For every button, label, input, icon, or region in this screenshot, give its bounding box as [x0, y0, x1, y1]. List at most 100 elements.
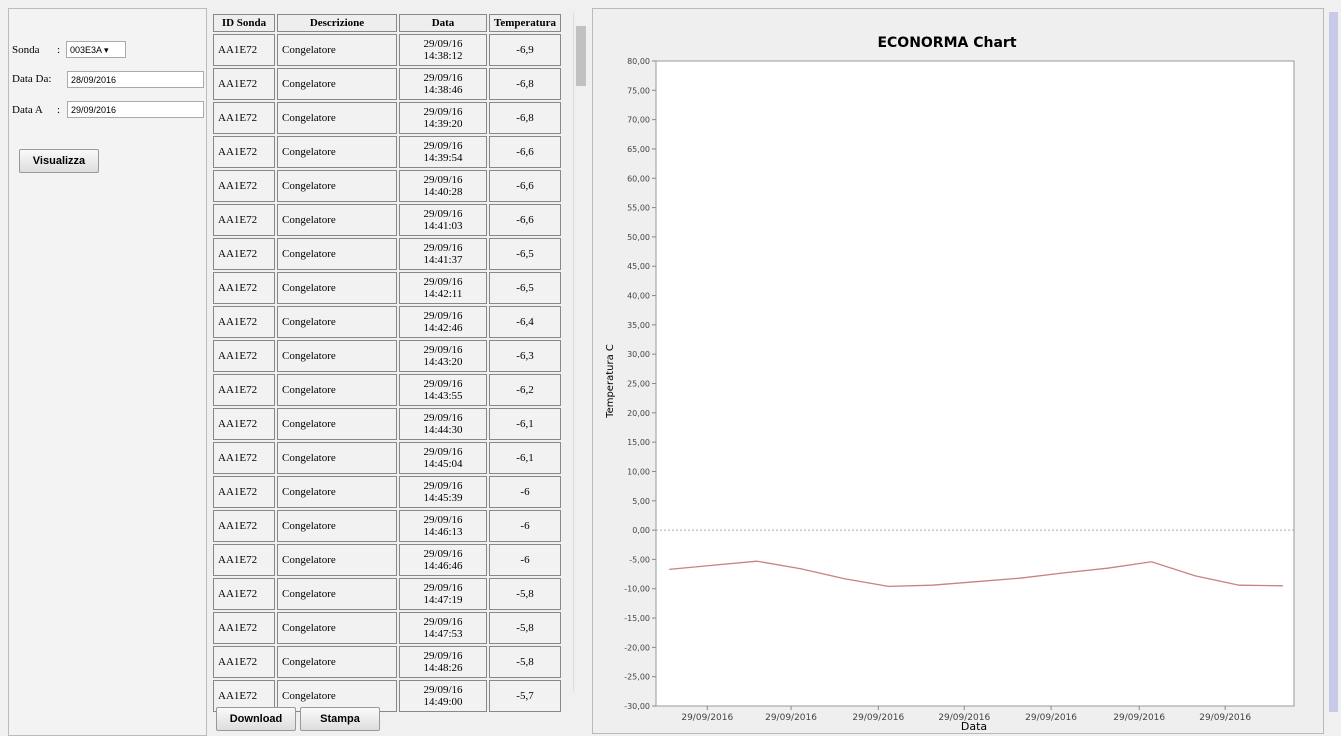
cell: 29/09/16 14:46:46 — [399, 544, 487, 576]
x-tick-label: 29/09/2016 — [1199, 713, 1251, 723]
cell: -6,4 — [489, 306, 561, 338]
cell: AA1E72 — [213, 680, 275, 712]
cell-time: 14:41:03 — [423, 220, 463, 232]
cell: -6,9 — [489, 34, 561, 66]
cell: Congelatore — [277, 136, 397, 168]
cell: AA1E72 — [213, 204, 275, 236]
cell-date: 29/09/16 — [423, 276, 463, 288]
cell: -6,5 — [489, 238, 561, 270]
y-tick-label: 20,00 — [627, 409, 650, 418]
y-tick-label: 45,00 — [627, 262, 650, 271]
cell-date: 29/09/16 — [423, 310, 463, 322]
x-tick-label: 29/09/2016 — [1113, 713, 1165, 723]
cell-date: 29/09/16 — [423, 208, 463, 220]
cell-date: 29/09/16 — [423, 378, 463, 390]
cell: AA1E72 — [213, 34, 275, 66]
cell: Congelatore — [277, 442, 397, 474]
y-tick-label: 75,00 — [627, 86, 650, 95]
scrollbar[interactable] — [573, 12, 588, 692]
cell: 29/09/16 14:42:46 — [399, 306, 487, 338]
column-header: ID Sonda — [213, 14, 275, 32]
table-row: AA1E72 Congelatore 29/09/16 14:38:12 -6,9 — [213, 34, 561, 66]
cell: 29/09/16 14:43:20 — [399, 340, 487, 372]
label: : — [57, 44, 61, 56]
cell: Congelatore — [277, 68, 397, 100]
chart-title: ECONORMA Chart — [877, 35, 1016, 51]
input[interactable]: 28/09/2016 — [67, 71, 204, 88]
y-tick-label: 10,00 — [627, 467, 650, 476]
table-row: AA1E72 Congelatore 29/09/16 14:46:46 -6 — [213, 544, 561, 576]
label: Sonda — [12, 44, 40, 56]
cell-time: 14:48:26 — [423, 662, 463, 674]
table-row: AA1E72 Congelatore 29/09/16 14:48:26 -5,8 — [213, 646, 561, 678]
cell-date: 29/09/16 — [423, 72, 463, 84]
cell: -6,5 — [489, 272, 561, 304]
cell: -6,1 — [489, 408, 561, 440]
table-row: AA1E72 Congelatore 29/09/16 14:39:20 -6,8 — [213, 102, 561, 134]
cell: 29/09/16 14:38:12 — [399, 34, 487, 66]
table-row: AA1E72 Congelatore 29/09/16 14:42:46 -6,4 — [213, 306, 561, 338]
cell-time: 14:46:46 — [423, 560, 463, 572]
chart: ECONORMA Chart Data Temperatura C -30,00… — [592, 8, 1324, 734]
cell: 29/09/16 14:39:54 — [399, 136, 487, 168]
cell: Congelatore — [277, 510, 397, 542]
cell: -6,6 — [489, 170, 561, 202]
cell-date: 29/09/16 — [423, 548, 463, 560]
cell: AA1E72 — [213, 340, 275, 372]
cell-date: 29/09/16 — [423, 344, 463, 356]
y-tick-label: -5,00 — [629, 555, 650, 564]
y-tick-label: 60,00 — [627, 174, 650, 183]
y-tick-label: 35,00 — [627, 321, 650, 330]
cell: Congelatore — [277, 272, 397, 304]
y-tick-label: 55,00 — [627, 204, 650, 213]
cell: 29/09/16 14:44:30 — [399, 408, 487, 440]
cell: AA1E72 — [213, 578, 275, 610]
cell: 29/09/16 14:39:20 — [399, 102, 487, 134]
table-row: AA1E72 Congelatore 29/09/16 14:39:54 -6,6 — [213, 136, 561, 168]
cell: Congelatore — [277, 340, 397, 372]
scroll-thumb[interactable] — [1329, 12, 1338, 712]
cell-date: 29/09/16 — [423, 140, 463, 152]
cell: Congelatore — [277, 612, 397, 644]
select[interactable]: 003E3A ▾ — [66, 41, 126, 58]
y-axis-label: Temperatura C — [605, 344, 616, 419]
scroll-thumb[interactable] — [576, 26, 586, 86]
table-row: AA1E72 Congelatore 29/09/16 14:43:20 -6,3 — [213, 340, 561, 372]
cell: Congelatore — [277, 306, 397, 338]
button[interactable]: Stampa — [300, 707, 380, 731]
cell: 29/09/16 14:38:46 — [399, 68, 487, 100]
cell-time: 14:46:13 — [423, 526, 463, 538]
cell-time: 14:38:12 — [423, 50, 463, 62]
cell: -6,1 — [489, 442, 561, 474]
table-row: AA1E72 Congelatore 29/09/16 14:42:11 -6,5 — [213, 272, 561, 304]
cell: AA1E72 — [213, 374, 275, 406]
table-row: AA1E72 Congelatore 29/09/16 14:43:55 -6,2 — [213, 374, 561, 406]
table-row: AA1E72 Congelatore 29/09/16 14:41:37 -6,5 — [213, 238, 561, 270]
cell: 29/09/16 14:47:19 — [399, 578, 487, 610]
input[interactable]: 29/09/2016 — [67, 101, 204, 118]
table-row: AA1E72 Congelatore 29/09/16 14:45:04 -6,1 — [213, 442, 561, 474]
column-header: Temperatura — [489, 14, 561, 32]
button[interactable]: Download — [216, 707, 296, 731]
cell-time: 14:47:19 — [423, 594, 463, 606]
cell-date: 29/09/16 — [423, 38, 463, 50]
y-tick-label: 65,00 — [627, 145, 650, 154]
cell: Congelatore — [277, 578, 397, 610]
x-tick-label: 29/09/2016 — [852, 713, 904, 723]
cell-time: 14:42:11 — [423, 288, 463, 300]
cell: -6 — [489, 510, 561, 542]
cell: Congelatore — [277, 476, 397, 508]
cell: AA1E72 — [213, 136, 275, 168]
table-row: AA1E72 Congelatore 29/09/16 14:47:53 -5,8 — [213, 612, 561, 644]
cell: AA1E72 — [213, 646, 275, 678]
page-scrollbar[interactable] — [1326, 0, 1341, 734]
button[interactable]: Visualizza — [19, 149, 99, 173]
cell: -5,8 — [489, 612, 561, 644]
cell: 29/09/16 14:45:39 — [399, 476, 487, 508]
cell-date: 29/09/16 — [423, 174, 463, 186]
cell: AA1E72 — [213, 544, 275, 576]
cell-time: 14:40:28 — [423, 186, 463, 198]
x-axis-label: Data — [961, 720, 987, 733]
cell: AA1E72 — [213, 68, 275, 100]
